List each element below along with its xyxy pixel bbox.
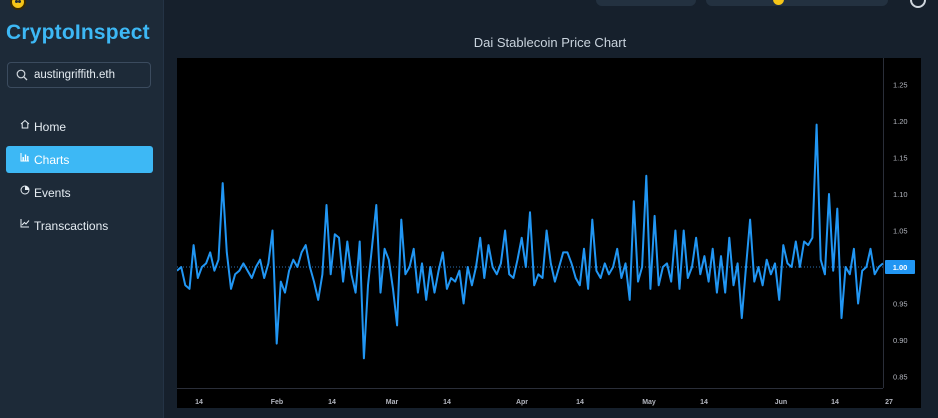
y-tick-label: 1.20 [893,117,908,126]
sidebar-nav: Home Charts Events Transcactions [6,113,153,245]
sidebar-item-label: Transcactions [34,218,109,233]
x-tick-label: 27 [885,399,893,406]
sidebar-item-charts[interactable]: Charts [6,146,153,173]
y-tick-label: 1.10 [893,190,908,199]
sidebar: CryptoInspect Home Charts [0,0,164,418]
y-tick-label: 1.15 [893,154,908,163]
search-box[interactable] [7,62,151,88]
x-tick-label: Mar [386,399,399,406]
y-tick-label: 0.85 [893,373,908,382]
y-tick-label: 0.90 [893,336,908,345]
price-chart-svg[interactable]: 1.25 1.20 1.15 1.10 1.05 1.00 0.95 0.90 0.85 14 Fe… [176,58,927,410]
y-tick-label: 1.25 [893,81,908,90]
app-title: CryptoInspect [6,21,150,44]
network-button[interactable] [596,0,696,6]
x-axis-area [177,388,921,408]
sidebar-item-transactions[interactable]: Transcactions [6,212,153,239]
x-tick-label: 14 [700,399,708,406]
transactions-icon [20,218,30,227]
chart-title: Dai Stablecoin Price Chart [473,35,627,50]
x-tick-label: 14 [831,399,839,406]
price-chart[interactable]: 1.25 1.20 1.15 1.10 1.05 1.00 0.95 0.90 0.85 14 Fe… [176,58,927,415]
current-value-badge [885,260,915,274]
y-axis-area [883,58,921,388]
sidebar-item-events[interactable]: Events [6,179,153,206]
x-tick-label: 14 [443,399,451,406]
search-input[interactable] [34,69,144,81]
x-tick-label: May [642,399,656,406]
events-icon [20,185,30,194]
sidebar-item-home[interactable]: Home [6,113,153,140]
x-tick-label: Jun [775,399,787,406]
home-icon [20,119,30,128]
wallet-button[interactable] [706,0,888,6]
sidebar-item-label: Charts [34,152,70,167]
price-series-line [176,123,884,360]
x-tick-label: 14 [328,399,336,406]
coin-icon [773,0,784,5]
y-tick-label: 0.95 [893,300,908,309]
sidebar-item-label: Events [34,185,71,200]
sidebar-item-label: Home [34,119,67,134]
x-tick-label: Feb [271,399,283,406]
x-tick-label: Apr [516,399,528,406]
chart-icon [20,152,29,161]
current-value-label: 1.00 [893,263,908,272]
search-icon [16,69,28,81]
account-icon[interactable] [910,0,926,8]
x-tick-label: 14 [195,399,203,406]
x-tick-label: 14 [576,399,584,406]
logo-icon [10,0,26,10]
y-tick-label: 1.05 [893,227,908,236]
